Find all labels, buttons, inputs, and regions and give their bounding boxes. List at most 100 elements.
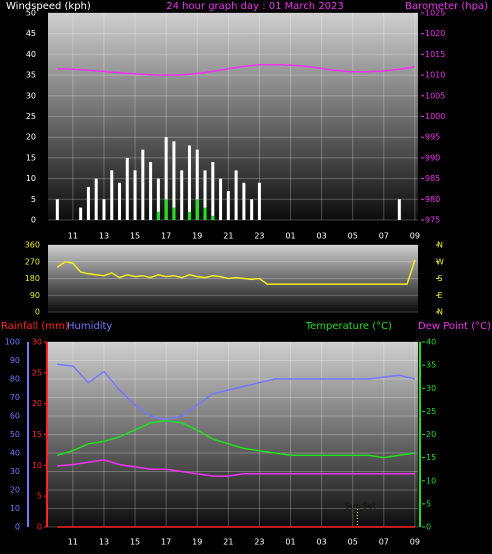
y-tick-label: 1025 (425, 9, 445, 18)
x-tick-label: 11 (68, 232, 78, 241)
bar (156, 211, 160, 220)
bar (180, 170, 184, 220)
x-tick-label: 21 (223, 232, 233, 241)
y-tick-label: 25 (32, 368, 42, 377)
bar (79, 207, 83, 220)
bar (250, 199, 254, 220)
dewpoint-label: Dew Point (°C) (418, 321, 491, 332)
y-tick-label: 90 (10, 356, 20, 365)
y-tick-label: 1000 (425, 112, 445, 121)
line (56, 259, 416, 285)
y-tick-label: E (437, 291, 442, 300)
y-tick-label: N (437, 308, 443, 317)
y-tick-label: 30 (426, 384, 436, 393)
y-tick-label: 10 (426, 476, 436, 485)
y-tick-label: 1010 (425, 71, 445, 80)
y-tick-label: 40 (26, 50, 36, 59)
line (57, 64, 416, 76)
x-tick-label: 19 (192, 232, 202, 241)
y-tick-label: 360 (25, 241, 40, 250)
y-tick-label: 25 (26, 112, 36, 121)
bar (226, 191, 230, 220)
bar (203, 207, 207, 220)
rain-label: Rainfall (mm) (1, 321, 69, 332)
wind-label: Windspeed (kph) (6, 1, 91, 12)
line (57, 363, 416, 421)
x-tick-label: 17 (161, 538, 171, 547)
y-tick-label: 985 (425, 174, 440, 183)
bar (257, 182, 261, 220)
bar (86, 186, 90, 220)
x-tick-label: 01 (285, 232, 295, 241)
y-tick-label: 980 (425, 195, 440, 204)
y-tick-label: 975 (425, 216, 440, 225)
bar (211, 215, 215, 220)
bar (172, 207, 176, 220)
y-tick-label: 180 (25, 274, 40, 283)
bar (187, 211, 191, 220)
x-tick-label: 13 (99, 232, 109, 241)
x-tick-label: 15 (130, 232, 140, 241)
x-tick-label: 07 (379, 232, 389, 241)
y-tick-label: 0 (426, 523, 431, 532)
y-tick-label: N (437, 241, 443, 250)
y-tick-label: 20 (426, 430, 436, 439)
y-tick-label: 20 (26, 133, 36, 142)
y-tick-label: 0 (31, 216, 36, 225)
y-tick-label: 100 (5, 338, 20, 347)
x-tick-label: 15 (130, 538, 140, 547)
y-tick-label: 0 (35, 308, 40, 317)
bar (102, 199, 106, 220)
bar (234, 170, 238, 220)
x-tick-label: 09 (410, 538, 420, 547)
x-tick-label: 07 (379, 538, 389, 547)
y-tick-label: 80 (10, 375, 20, 384)
x-tick-label: 09 (410, 232, 420, 241)
y-tick-label: 15 (32, 430, 42, 439)
plot-area (48, 13, 418, 220)
humidity-label: Humidity (67, 321, 112, 332)
y-tick-label: 45 (26, 29, 36, 38)
bar (164, 199, 168, 220)
y-tick-label: 15 (26, 153, 36, 162)
y-tick-label: 35 (26, 71, 36, 80)
y-tick-label: 20 (32, 399, 42, 408)
x-tick-label: 03 (317, 232, 327, 241)
chart-title: 24 hour graph day : 01 March 2023 (166, 1, 344, 12)
plot-area (48, 342, 418, 527)
bar (195, 149, 199, 220)
x-tick-label: 01 (285, 538, 295, 547)
bar (149, 162, 153, 220)
x-tick-label: 03 (317, 538, 327, 547)
x-tick-label: 05 (348, 232, 358, 241)
bar (211, 162, 215, 220)
y-tick-label: 50 (26, 9, 36, 18)
y-tick-label: 270 (25, 257, 40, 266)
x-tick-label: 13 (99, 538, 109, 547)
y-tick-label: 30 (26, 91, 36, 100)
bar (55, 199, 59, 220)
y-tick-label: 5 (426, 499, 431, 508)
y-tick-label: 10 (10, 504, 20, 513)
y-tick-label: 5 (37, 492, 42, 501)
y-tick-label: 60 (10, 412, 20, 421)
y-tick-label: 40 (426, 338, 436, 347)
x-tick-label: 05 (348, 538, 358, 547)
bar (110, 170, 114, 220)
y-tick-label: 25 (426, 407, 436, 416)
bar (133, 170, 137, 220)
line (57, 459, 415, 477)
bar (187, 145, 191, 220)
bar (203, 170, 207, 220)
barometer-label: Barometer (hpa) (405, 1, 488, 12)
y-tick-label: 0 (37, 523, 42, 532)
bar (125, 157, 129, 220)
bar (397, 199, 401, 220)
y-tick-label: 10 (26, 174, 36, 183)
bar (219, 178, 223, 220)
bar (164, 137, 168, 220)
x-tick-label: 21 (223, 538, 233, 547)
bar (141, 149, 145, 220)
annotation: Sun Set (345, 502, 376, 511)
